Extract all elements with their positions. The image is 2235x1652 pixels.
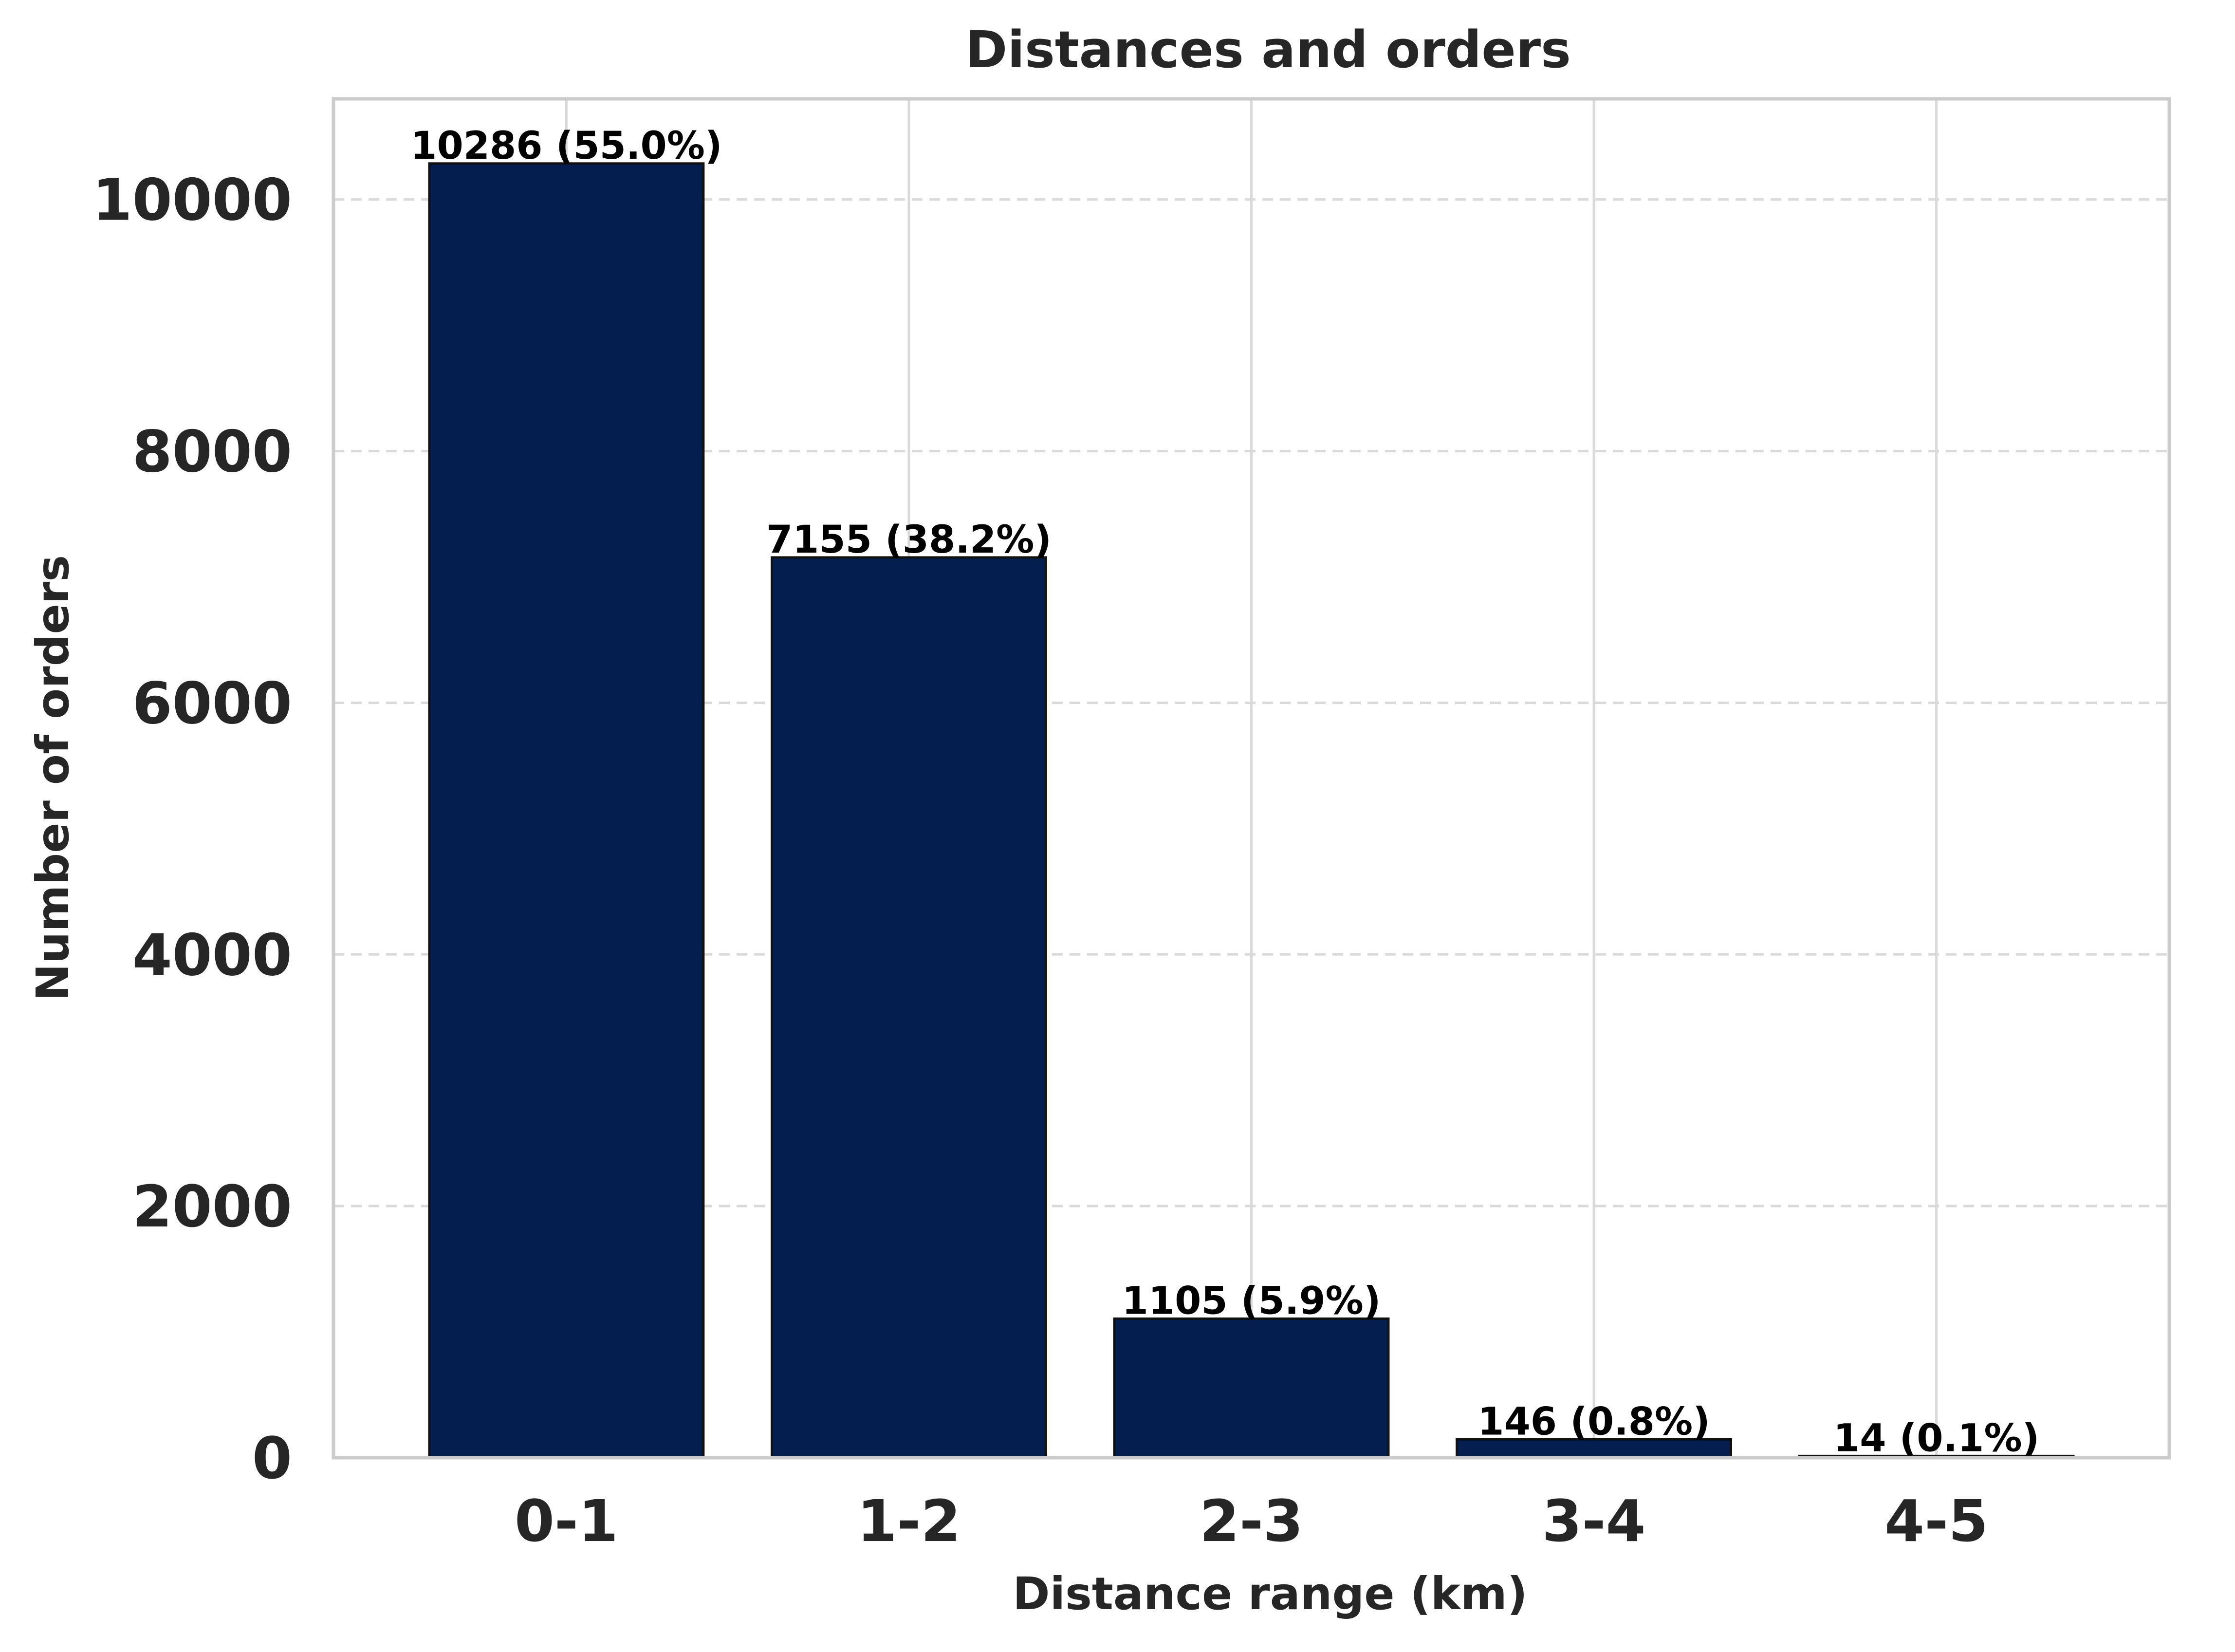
x-tick-label: 0-1 xyxy=(515,1487,618,1555)
y-tick-label: 2000 xyxy=(132,1173,292,1240)
y-tick-label: 4000 xyxy=(132,921,292,988)
x-axis-label: Distance range (km) xyxy=(1013,1568,1528,1620)
bar-value-label: 10286 (55.0%) xyxy=(410,124,722,168)
bar xyxy=(428,162,705,1459)
x-tick-label: 2-3 xyxy=(1200,1487,1303,1555)
x-tick-label: 3-4 xyxy=(1542,1487,1645,1555)
bars-layer xyxy=(428,162,2075,1459)
y-tick-label: 0 xyxy=(252,1425,292,1492)
bar-value-label: 1105 (5.9%) xyxy=(1122,1279,1381,1323)
labels-layer: 10286 (55.0%) 7155 (38.2%) 1105 (5.9%) 146 … xyxy=(410,124,2039,1461)
plot-frame xyxy=(332,97,2171,1460)
bar xyxy=(771,556,1047,1459)
bar-value-label: 7155 (38.2%) xyxy=(766,518,1052,562)
y-axis-label: Number of orders xyxy=(27,555,79,1001)
x-tick-label: 1-2 xyxy=(857,1487,960,1555)
y-tick-label: 6000 xyxy=(132,669,292,737)
bar xyxy=(1113,1317,1390,1459)
chart-title: Distances and orders xyxy=(965,20,1571,79)
y-tick-label: 8000 xyxy=(132,418,292,485)
bar-value-label: 146 (0.8%) xyxy=(1478,1400,1710,1444)
y-tick-label: 10000 xyxy=(92,167,292,234)
bar-value-label: 14 (0.1%) xyxy=(1833,1416,2039,1460)
ticks-layer: 0-1 1-2 2-3 3-4 4-5 0 2000 4000 6000 8000 10000 xyxy=(92,167,1988,1555)
x-tick-label: 4-5 xyxy=(1884,1487,1988,1555)
